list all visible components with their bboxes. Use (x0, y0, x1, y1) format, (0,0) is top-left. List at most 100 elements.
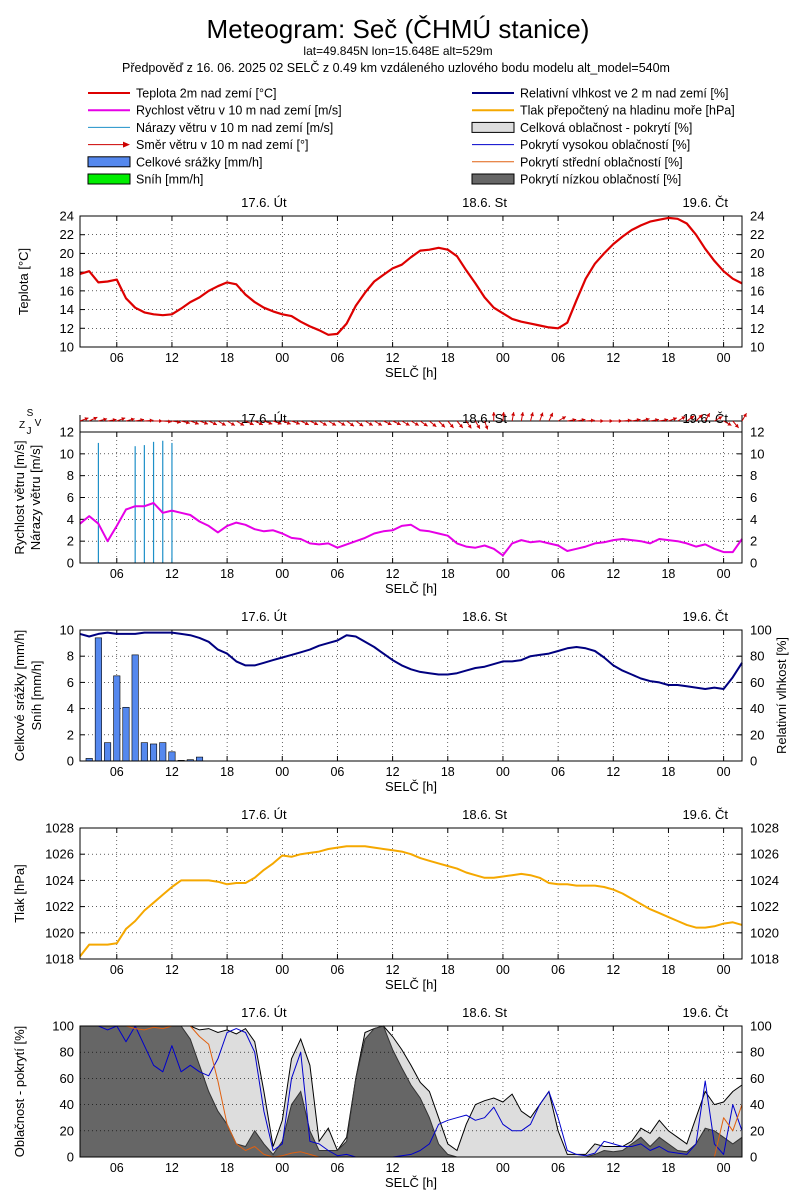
day-label: 19.6. Čt (682, 411, 728, 426)
y-tick-label: 40 (60, 1097, 74, 1112)
x-tick-label: 12 (165, 1161, 179, 1175)
cloud-panel: 0 20 40 60 80 100 0 20 40 60 80 100 06 12 18 00 06 12 18 00… (12, 1005, 772, 1190)
y-tick-label-right: 0 (750, 1150, 757, 1165)
x-tick-label: 00 (275, 351, 289, 365)
wind-direction-arrowhead (84, 417, 89, 421)
y-tick-label-right: 60 (750, 1071, 764, 1086)
wind-direction-arrowhead (501, 412, 506, 416)
wind-direction-arrowhead (341, 422, 346, 426)
day-label: 19.6. Čt (682, 807, 728, 822)
y-tick-label-right: 1018 (750, 952, 779, 967)
x-tick-label: 06 (110, 963, 124, 977)
x-axis-label: SELČ [h] (385, 1175, 437, 1190)
wind-direction-arrowhead (530, 412, 534, 417)
wind-direction-arrowhead (159, 419, 163, 423)
y-tick-label-right: 20 (750, 246, 764, 261)
y-tick-label-right: 1024 (750, 873, 779, 888)
x-tick-label: 12 (386, 351, 400, 365)
y-axis-label: Celkové srážky [mm/h] (12, 630, 27, 761)
x-axis-label: SELČ [h] (385, 365, 437, 380)
y-tick-label-right: 0 (750, 754, 757, 769)
y-tick-label: 60 (60, 1071, 74, 1086)
wind-direction-arrowhead (476, 424, 480, 429)
wind-direction-arrowhead (539, 412, 544, 417)
wind-direction-arrowhead (600, 419, 604, 423)
legend-sm-r-v-tru-v-10-m-nad-zem-arrowhead (123, 141, 130, 148)
day-label: 18.6. St (462, 807, 507, 822)
y-tick-label: 1026 (45, 847, 74, 862)
legend-celkov-sr-ky-mm-h-swatch (87, 156, 131, 168)
x-tick-label: 06 (110, 1161, 124, 1175)
legend-tlak-p-epo-ten-na-hladinu-mo-e-hpa-label: Tlak přepočtený na hladinu moře [hPa] (520, 104, 735, 118)
wind-direction-arrowhead (734, 423, 739, 428)
x-tick-label: 06 (330, 1161, 344, 1175)
legend-relativn-vlhkost-ve-2-m-nad-zem-label: Relativní vlhkost ve 2 m nad zemí [%] (520, 87, 728, 101)
x-tick-label: 18 (661, 351, 675, 365)
wind-direction-arrowhead (230, 422, 235, 426)
x-tick-label: 00 (496, 963, 510, 977)
wind-direction-arrowhead (718, 416, 723, 420)
wind-direction-arrowhead (140, 418, 144, 422)
x-tick-label: 18 (661, 567, 675, 581)
wind-speed-line (79, 502, 743, 557)
x-tick-label: 12 (386, 765, 400, 779)
precipitation-bar (159, 742, 167, 762)
low-cloud-area (80, 1026, 742, 1157)
x-tick-label: 18 (220, 1161, 234, 1175)
legend-sn-h-mm-h-label: Sníh [mm/h] (136, 173, 203, 187)
y-tick-label: 20 (60, 246, 74, 261)
wind-direction-arrowhead (350, 422, 354, 427)
wind-direction-arrowhead (491, 412, 496, 416)
wind-direction-arrowhead (645, 417, 650, 422)
x-tick-label: 00 (717, 1161, 731, 1175)
legend-teplota-2m-nad-zem-c-label: Teplota 2m nad zemí [°C] (136, 87, 276, 101)
day-label: 19.6. Čt (682, 609, 728, 624)
wind-direction-arrowhead (511, 412, 516, 416)
y-tick-label: 6 (67, 675, 74, 690)
y-tick-label-right: 24 (750, 209, 764, 224)
x-tick-label: 12 (606, 567, 620, 581)
x-tick-label: 06 (110, 351, 124, 365)
wind-direction-arrowhead (112, 418, 117, 422)
wind-direction-arrowhead (268, 421, 273, 425)
day-label: 17.6. Út (241, 609, 287, 624)
y-axis-label: Rychlost větru [m/s] (12, 440, 27, 554)
compass-letter: J (27, 426, 32, 437)
y-tick-label: 24 (60, 209, 74, 224)
wind-direction-arrowhead (359, 422, 364, 427)
y-tick-label-right: 1026 (750, 847, 779, 862)
wind-direction-arrowhead (240, 422, 245, 426)
wind-direction-arrowhead (185, 420, 190, 425)
wind-direction-arrowhead (405, 422, 410, 426)
wind-direction-arrowhead (304, 421, 309, 426)
legend-rychlost-v-tru-v-10-m-nad-zem-m-s-label: Rychlost větru v 10 m nad zemí [m/s] (136, 104, 342, 118)
plot-frame (79, 215, 743, 348)
x-tick-label: 18 (220, 963, 234, 977)
day-label: 19.6. Čt (682, 195, 728, 210)
wind-direction-arrowhead (204, 421, 208, 425)
wind-direction-arrowhead (121, 417, 126, 421)
x-tick-label: 06 (330, 567, 344, 581)
x-tick-label: 00 (496, 1161, 510, 1175)
x-tick-label: 00 (717, 567, 731, 581)
x-tick-label: 12 (165, 567, 179, 581)
y-axis-label-2: Sníh [mm/h] (29, 660, 44, 730)
plot-frame (79, 629, 743, 762)
x-tick-label: 00 (275, 1161, 289, 1175)
y-tick-label-right: 22 (750, 227, 764, 242)
x-tick-label: 00 (496, 351, 510, 365)
wind-direction-arrowhead (609, 419, 614, 423)
y-tick-label: 16 (60, 283, 74, 298)
legend-pokryt-st-edn-obla-nost-label: Pokrytí střední oblačností [%] (520, 155, 683, 169)
wind-direction-arrowhead (414, 422, 419, 426)
y-tick-label-right: 20 (750, 1123, 764, 1138)
x-tick-label: 18 (220, 765, 234, 779)
y-tick-label-right: 100 (750, 1019, 772, 1034)
y-tick-label-right: 6 (750, 490, 757, 505)
y-tick-label: 14 (60, 302, 74, 317)
y-tick-label-right: 16 (750, 283, 764, 298)
x-tick-label: 18 (441, 765, 455, 779)
precipitation-bar (168, 751, 176, 762)
